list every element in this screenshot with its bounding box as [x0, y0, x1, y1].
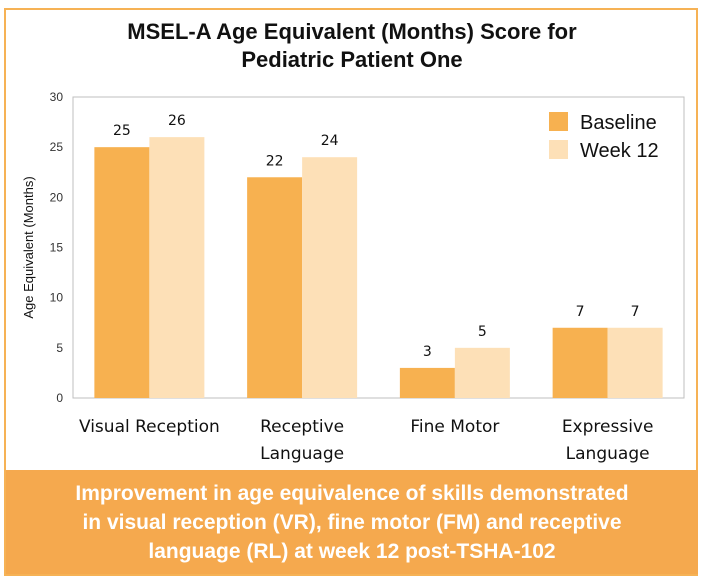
data-label: 25: [113, 123, 131, 139]
x-category-label: Expressive: [562, 417, 654, 437]
legend-label: Baseline: [580, 112, 657, 134]
data-label: 7: [576, 304, 585, 320]
y-axis-label: Age Equivalent (Months): [21, 176, 36, 318]
bar-week-12: [302, 157, 358, 398]
bar-week-12: [607, 327, 663, 398]
x-category-label: Fine Motor: [410, 417, 499, 437]
x-category-label: Visual Reception: [79, 417, 220, 437]
data-label: 3: [423, 344, 432, 360]
chart-title-line-1: MSEL-A Age Equivalent (Months) Score for: [127, 19, 577, 44]
banner-line-1: Improvement in age equivalence of skills…: [75, 481, 629, 505]
y-tick-label: 5: [56, 341, 63, 355]
y-tick-label: 15: [50, 241, 64, 255]
bar-baseline: [94, 147, 150, 398]
data-label: 5: [478, 324, 487, 340]
y-tick-label: 30: [50, 90, 64, 104]
legend-swatch-week-12: [549, 140, 568, 159]
banner-line-2: in visual reception (VR), fine motor (FM…: [82, 510, 622, 534]
bar-baseline: [399, 367, 455, 398]
bar-baseline: [552, 327, 608, 398]
banner-line-3: language (RL) at week 12 post-TSHA-102: [148, 539, 556, 563]
y-tick-label: 20: [50, 190, 64, 204]
legend-label: Week 12: [580, 140, 659, 162]
bar-week-12: [149, 137, 205, 398]
bar-week-12: [454, 347, 510, 398]
bar-chart: 0 5 10 15 20 25 30 Age Equivalent (Months) 25 26 V…: [21, 90, 685, 464]
plot-area-border: [72, 96, 685, 399]
x-category-label: Language: [260, 444, 344, 464]
data-label: 7: [631, 304, 640, 320]
chart-title: MSEL-A Age Equivalent (Months) Score for…: [0, 18, 704, 74]
y-tick-label: 0: [56, 391, 63, 405]
data-label: 22: [266, 153, 284, 169]
legend-swatch-baseline: [549, 112, 568, 131]
x-category-label: Receptive: [260, 417, 344, 437]
summary-banner: Improvement in age equivalence of skills…: [6, 470, 698, 574]
x-category-label: Language: [566, 444, 650, 464]
data-label: 26: [168, 113, 186, 129]
chart-title-line-2: Pediatric Patient One: [241, 47, 463, 72]
y-tick-label: 10: [50, 291, 64, 305]
y-tick-label: 25: [50, 140, 64, 154]
bar-baseline: [247, 177, 303, 398]
data-label: 24: [321, 133, 339, 149]
